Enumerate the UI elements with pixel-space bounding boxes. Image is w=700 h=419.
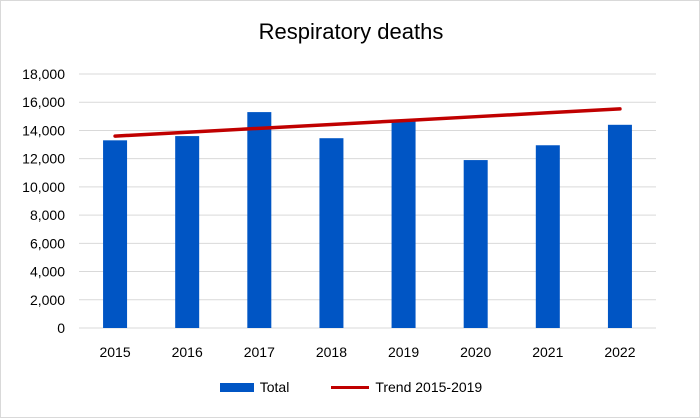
- y-tick-label: 12,000: [22, 151, 65, 167]
- bar-2018: [319, 138, 344, 328]
- bar-2016: [175, 136, 200, 328]
- bar-2021: [535, 145, 560, 328]
- x-tick-label: 2022: [604, 344, 635, 360]
- x-tick-label: 2020: [460, 344, 491, 360]
- x-tick-label: 2021: [532, 344, 563, 360]
- chart-title: Respiratory deaths: [258, 19, 444, 44]
- y-tick-label: 16,000: [22, 94, 65, 110]
- y-tick-label: 0: [57, 320, 65, 336]
- y-tick-label: 14,000: [22, 122, 65, 138]
- y-tick-label: 2,000: [30, 292, 65, 308]
- legend-item-total: Total: [219, 379, 290, 395]
- x-tick-label: 2016: [172, 344, 203, 360]
- legend-item-trend: Trend 2015-2019: [331, 379, 482, 395]
- legend-label-total: Total: [259, 379, 290, 395]
- x-tick-label: 2019: [388, 344, 419, 360]
- legend-swatch-total: [219, 382, 254, 392]
- legend-swatch-trend: [331, 385, 370, 389]
- x-tick-label: 2015: [99, 344, 130, 360]
- y-tick-label: 4,000: [30, 264, 65, 280]
- bar-2020: [463, 160, 488, 328]
- y-tick-label: 6,000: [30, 235, 65, 251]
- trend-line: [113, 107, 622, 138]
- x-tick-label: 2018: [316, 344, 347, 360]
- x-tick-label: 2017: [244, 344, 275, 360]
- bar-2022: [607, 124, 632, 328]
- bar-2019: [391, 120, 416, 328]
- legend-label-trend: Trend 2015-2019: [375, 379, 483, 395]
- chart-legend: Total Trend 2015-2019: [1, 377, 700, 397]
- y-tick-label: 18,000: [22, 66, 65, 82]
- bar-2017: [247, 112, 272, 328]
- y-tick-label: 10,000: [22, 179, 65, 195]
- bar-2015: [103, 140, 128, 328]
- y-tick-label: 8,000: [30, 207, 65, 223]
